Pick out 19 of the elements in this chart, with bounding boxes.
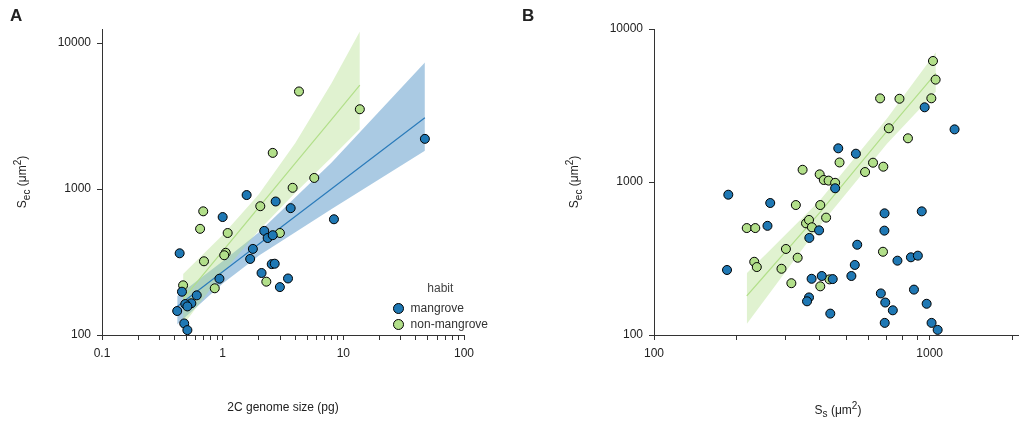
- y-tick-label: 1000: [64, 181, 92, 196]
- y-tick-label: 100: [70, 327, 92, 342]
- x-tick-label: 100: [643, 345, 665, 360]
- y-tick-label: 1000: [616, 174, 644, 189]
- legend-label: non-mangrove: [410, 317, 488, 331]
- chart-title: A: [10, 6, 23, 26]
- x-tick-label: 1000: [916, 345, 944, 360]
- y-tick-label: 10000: [609, 21, 644, 36]
- x-tick-label: 10: [336, 345, 351, 360]
- chart-title: B: [522, 6, 535, 26]
- x-tick-label: 100: [453, 345, 475, 360]
- y-tick-label: 10000: [57, 35, 92, 50]
- x-tick-label: 0.1: [93, 345, 111, 360]
- x-axis-title: 2C genome size (pg): [227, 400, 339, 414]
- x-axis-title: S$_{s}$ (μm$^{2}$): [814, 400, 862, 420]
- y-tick-label: 100: [622, 327, 644, 342]
- legend-title: habit: [426, 281, 455, 295]
- x-tick-label: 1: [219, 345, 227, 360]
- legend-label: mangrove: [410, 301, 464, 315]
